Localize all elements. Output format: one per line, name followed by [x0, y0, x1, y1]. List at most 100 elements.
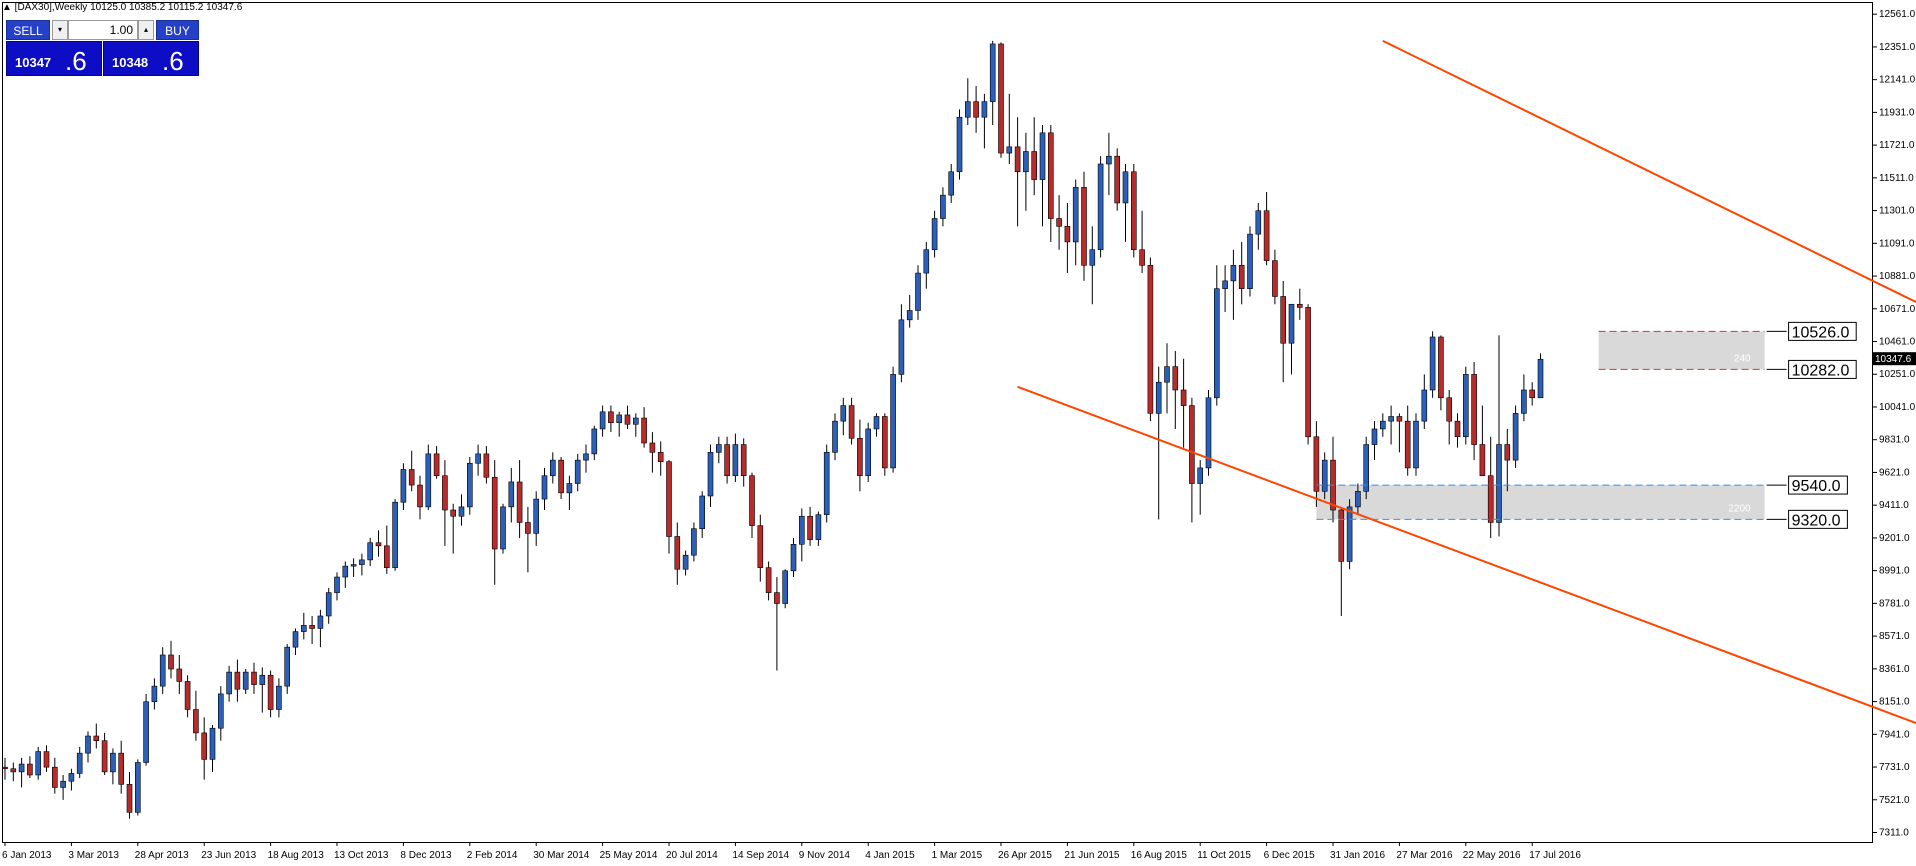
- candle: [18, 757, 25, 788]
- candle: [1438, 335, 1444, 411]
- candle-body-down: [1238, 264, 1245, 289]
- price-tick-label: 9201.0: [1879, 533, 1910, 544]
- candle-body-up: [68, 773, 75, 782]
- candle: [1114, 148, 1120, 211]
- candle: [466, 457, 473, 515]
- support-zone-label: 2200: [1728, 503, 1751, 514]
- candle: [126, 771, 133, 819]
- sell-button[interactable]: SELL: [6, 20, 50, 40]
- candle: [151, 678, 158, 710]
- candle-body-down: [1396, 416, 1403, 422]
- candle-body-up: [707, 452, 714, 497]
- lot-size-input[interactable]: 1.00: [68, 20, 138, 40]
- price-tick-label: 10041.0: [1879, 402, 1916, 413]
- sell-price-button[interactable]: 10347 .6: [6, 41, 102, 76]
- candle: [699, 491, 706, 539]
- candle-body-up: [1222, 280, 1228, 289]
- candle: [317, 609, 324, 648]
- candle: [881, 413, 888, 476]
- candle-body-down: [649, 442, 656, 453]
- candle: [1504, 428, 1511, 492]
- candle: [973, 86, 979, 133]
- candle-body-up: [1072, 187, 1079, 243]
- candle: [1421, 374, 1428, 429]
- candle: [342, 561, 349, 588]
- trendlines-layer[interactable]: [1017, 39, 1916, 794]
- candle: [724, 436, 730, 484]
- price-tick-label: 9411.0: [1879, 500, 1909, 511]
- candle-body-up: [1023, 151, 1029, 173]
- time-tick-label: 25 May 2014: [600, 850, 658, 861]
- candle: [906, 294, 913, 328]
- candle-body-up: [276, 685, 282, 710]
- candle: [10, 762, 17, 782]
- upper-trendline[interactable]: [1382, 39, 1916, 435]
- candle-body-down: [184, 681, 191, 710]
- candle-body-up: [1321, 459, 1328, 492]
- candle: [375, 530, 382, 557]
- level-label-box: [1788, 321, 1857, 341]
- candle-body-up: [931, 218, 938, 251]
- lot-increase-button[interactable]: ▴: [138, 20, 154, 40]
- candle-body-up: [317, 615, 324, 629]
- candle: [1512, 405, 1519, 468]
- sell-price-fraction: .6: [65, 46, 87, 76]
- price-tick-label: 12141.0: [1879, 75, 1916, 86]
- candle-body-down: [1048, 132, 1054, 219]
- candle: [425, 444, 432, 511]
- candle-body-down: [973, 101, 979, 118]
- candle: [566, 475, 573, 511]
- candle-body-up: [815, 514, 822, 540]
- candle-body-up: [574, 459, 581, 484]
- candle-body-down: [749, 475, 755, 526]
- time-tick-label: 4 Jan 2015: [865, 850, 915, 861]
- buy-price-button[interactable]: 10348 .6: [103, 41, 199, 76]
- candle: [1214, 265, 1220, 406]
- candle: [458, 494, 465, 526]
- candle-body-up: [458, 506, 465, 517]
- candle-body-down: [483, 453, 490, 478]
- candle-body-up: [1421, 389, 1428, 422]
- candle-body-up: [989, 43, 996, 102]
- candle: [408, 450, 415, 492]
- candle: [715, 436, 722, 464]
- levels-layer[interactable]: 10526.0 10282.0 9540.0 9320.0: [1316, 321, 1857, 529]
- candle-body-up: [1230, 264, 1237, 282]
- price-tick-label: 8361.0: [1879, 664, 1910, 675]
- candle-body-down: [1471, 374, 1477, 445]
- lower-trendline[interactable]: [1017, 385, 1916, 794]
- candle: [60, 774, 66, 800]
- candle-body-up: [1380, 420, 1386, 430]
- candle: [1487, 436, 1494, 539]
- time-tick-label: 3 Mar 2013: [68, 850, 119, 861]
- candle: [1197, 460, 1203, 515]
- candle: [1321, 452, 1328, 500]
- candle: [674, 522, 681, 585]
- candle: [541, 467, 548, 511]
- candle: [184, 675, 191, 718]
- candle: [350, 558, 357, 578]
- price-tick-label: 11721.0: [1879, 140, 1915, 151]
- candle-body-down: [641, 417, 647, 444]
- candle: [1297, 288, 1303, 320]
- candle-body-down: [234, 671, 241, 690]
- candle: [292, 628, 299, 655]
- candle-body-down: [43, 751, 50, 768]
- candle-body-down: [251, 671, 257, 685]
- lot-decrease-button[interactable]: ▾: [52, 20, 68, 40]
- candle-body-up: [334, 576, 340, 593]
- candle-body-down: [408, 469, 415, 486]
- candle: [549, 452, 556, 484]
- candle-body-down: [491, 476, 498, 550]
- time-tick-label: 6 Dec 2015: [1264, 850, 1316, 861]
- buy-button[interactable]: BUY: [156, 20, 199, 40]
- candle: [1380, 413, 1386, 437]
- candle: [1014, 117, 1021, 227]
- candle-body-up: [259, 674, 266, 685]
- candle-body-up: [940, 194, 946, 219]
- price-tick-label: 10671.0: [1879, 304, 1916, 315]
- price-tick-label: 11931.0: [1879, 107, 1915, 118]
- candle: [417, 475, 423, 520]
- candle: [168, 640, 174, 679]
